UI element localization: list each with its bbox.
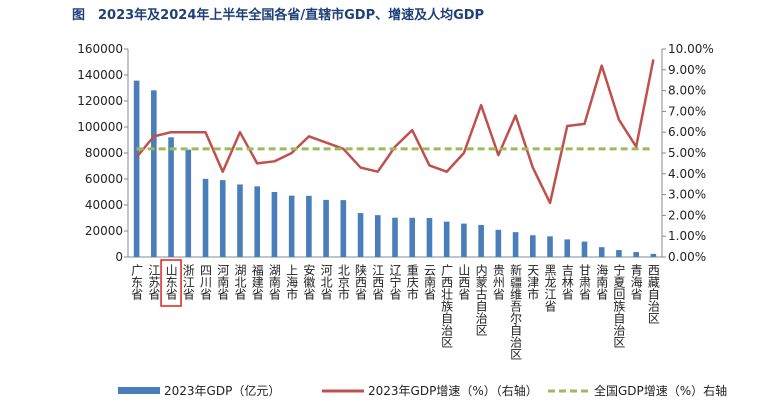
x-tick-label: 内蒙古自治区 xyxy=(474,264,488,336)
x-tick-label: 上海市 xyxy=(285,264,299,300)
y2-tick-label: 5.00% xyxy=(668,146,706,160)
x-tick-label: 浙江省 xyxy=(181,264,195,300)
bar xyxy=(598,247,605,257)
bar xyxy=(254,186,260,257)
x-tick-label: 山西省 xyxy=(457,264,471,300)
bar xyxy=(340,200,347,257)
x-tick-label: 安徽省 xyxy=(302,263,316,300)
bar xyxy=(409,217,416,257)
x-tick-label: 河北省 xyxy=(319,264,333,300)
bar xyxy=(374,215,381,257)
y-tick-label: 140000 xyxy=(77,68,123,82)
x-tick-label: 福建省 xyxy=(250,263,264,300)
bar xyxy=(133,80,140,258)
x-tick-label: 北京市 xyxy=(336,264,350,300)
bar xyxy=(512,232,519,257)
legend-label: 2023年GDP（亿元） xyxy=(164,383,280,398)
bar xyxy=(495,229,502,257)
chart-title: 图 2023年及2024年上半年全国各省/直辖市GDP、增速及人均GDP xyxy=(72,7,484,23)
y2-tick-label: 0.00% xyxy=(668,250,706,264)
y-tick-label: 80000 xyxy=(85,146,123,160)
bar xyxy=(530,235,536,257)
legend-swatch xyxy=(118,387,160,394)
bar xyxy=(237,184,243,257)
bar xyxy=(392,217,398,257)
bar xyxy=(323,199,329,257)
bar xyxy=(426,217,433,257)
highlight-box xyxy=(160,259,182,307)
bar xyxy=(547,236,553,257)
bar xyxy=(357,213,364,257)
x-tick-label: 宁夏回族自治区 xyxy=(612,263,626,348)
y2-tick-label: 3.00% xyxy=(668,188,706,202)
y2-tick-label: 9.00% xyxy=(668,63,706,77)
x-tick-label: 湖北省 xyxy=(233,263,247,300)
x-tick-label: 海南省 xyxy=(595,263,609,300)
x-tick-label: 湖南省 xyxy=(267,263,281,300)
x-tick-label: 贵州省 xyxy=(491,264,505,300)
y-tick-label: 120000 xyxy=(77,94,123,108)
y2-tick-label: 6.00% xyxy=(668,125,706,139)
y-tick-label: 40000 xyxy=(85,198,123,212)
x-tick-label: 新疆维吾尔自治区 xyxy=(509,263,523,360)
bar xyxy=(616,250,622,257)
x-tick-label: 河南省 xyxy=(216,264,230,300)
bar xyxy=(478,224,484,257)
legend-label: 2023年GDP增速（%）（右轴） xyxy=(368,383,538,398)
x-tick-label: 云南省 xyxy=(422,264,436,300)
x-tick-label: 甘肃省 xyxy=(577,264,591,300)
x-tick-label: 西藏自治区 xyxy=(646,264,660,324)
line xyxy=(135,59,655,205)
bar xyxy=(185,149,192,257)
x-tick-label: 四川省 xyxy=(199,264,213,300)
bar xyxy=(443,221,450,257)
x-tick-label: 山东省 xyxy=(164,264,178,300)
x-tick-label: 辽宁省 xyxy=(388,264,402,300)
x-tick-label: 重庆市 xyxy=(405,264,419,300)
x-tick-label: 吉林省 xyxy=(560,264,574,300)
y2-tick-label: 1.00% xyxy=(668,229,706,243)
x-tick-label: 江苏省 xyxy=(147,264,161,300)
bar xyxy=(306,195,312,257)
bar xyxy=(168,137,174,257)
y-tick-label: 0 xyxy=(115,250,123,264)
x-tick-label: 广东省 xyxy=(130,264,144,300)
bar xyxy=(288,195,295,257)
y-tick-label: 20000 xyxy=(85,224,123,238)
bar xyxy=(202,178,209,257)
y2-tick-label: 7.00% xyxy=(668,104,706,118)
x-tick-label: 天津市 xyxy=(526,264,540,300)
x-tick-label: 广西壮族自治区 xyxy=(440,264,454,348)
x-tick-label: 青海省 xyxy=(629,264,643,300)
y2-tick-label: 10.00% xyxy=(668,42,714,56)
bar xyxy=(461,223,467,257)
bar xyxy=(151,90,157,257)
y2-tick-label: 8.00% xyxy=(668,84,706,98)
bar xyxy=(633,252,639,257)
legend-label: 全国GDP增速（%）右轴 xyxy=(594,383,727,398)
x-tick-label: 陕西省 xyxy=(354,263,368,300)
y-tick-label: 160000 xyxy=(77,42,123,56)
y2-tick-label: 4.00% xyxy=(668,167,706,181)
y-tick-label: 60000 xyxy=(85,172,123,186)
bar xyxy=(219,180,226,257)
y2-tick-label: 2.00% xyxy=(668,208,706,222)
bar xyxy=(564,239,571,257)
y-tick-label: 100000 xyxy=(77,120,123,134)
bar xyxy=(581,241,588,257)
x-tick-label: 黑龙江省 xyxy=(543,264,557,312)
x-tick-label: 江西省 xyxy=(371,264,385,300)
bar xyxy=(650,253,657,257)
bar xyxy=(271,191,278,257)
